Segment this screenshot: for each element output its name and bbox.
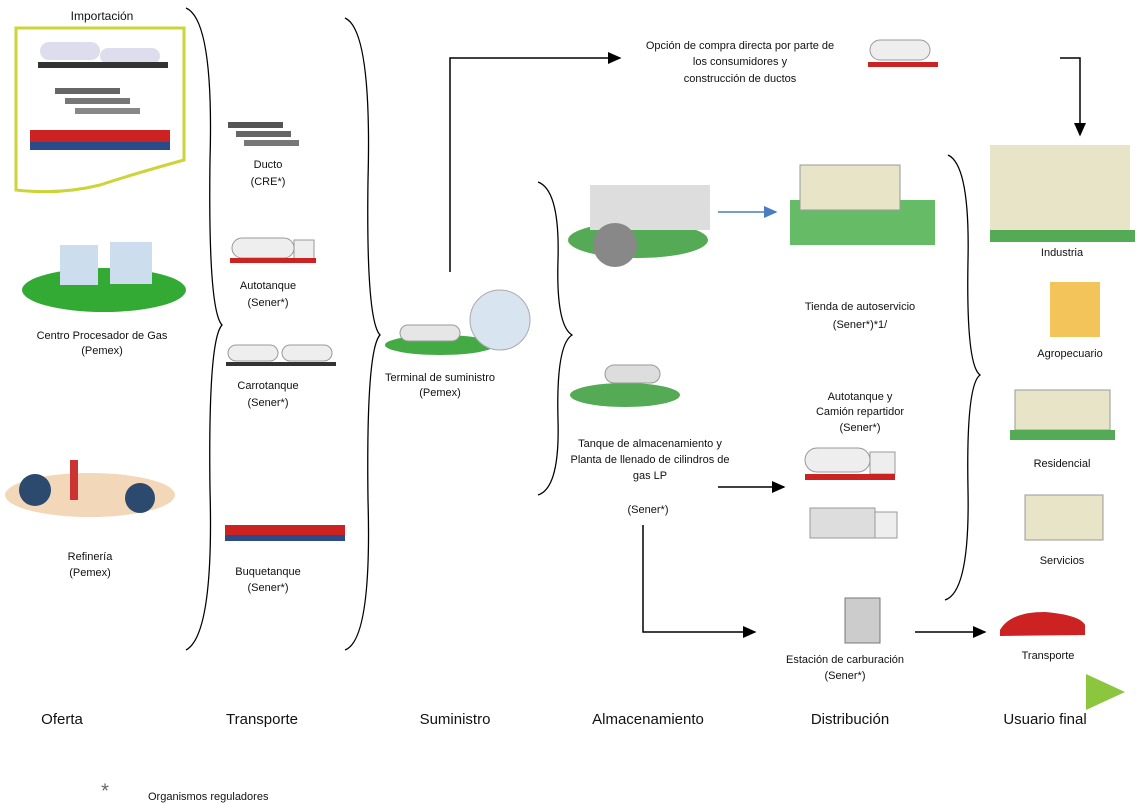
stage-label: Distribución — [811, 711, 889, 728]
node-label: (Sener*) — [248, 397, 289, 409]
node-label: Agropecuario — [1037, 348, 1102, 360]
node-label: (Sener*)*1/ — [833, 319, 888, 331]
node-label: Centro Procesador de Gas — [37, 330, 168, 342]
node-label: Tanque de almacenamiento y — [578, 438, 722, 450]
node-label: Autotanque y — [828, 391, 893, 403]
node-label: Transporte — [1022, 650, 1075, 662]
footnote-symbol: * — [101, 780, 109, 802]
node-label: Refinería — [68, 551, 114, 563]
node-label: (Sener*) — [628, 504, 669, 516]
arrows — [10, 58, 1122, 692]
node-label: Ducto — [254, 159, 283, 171]
node-label: Terminal de suministro — [385, 372, 495, 384]
stage-label: Suministro — [420, 711, 491, 728]
stage-label: Transporte — [226, 711, 298, 728]
node-label: Tienda de autoservicio — [805, 301, 915, 313]
node-label: Estación de carburación — [786, 654, 904, 666]
diagram: Importación Centro Procesador de Gas (Pe… — [0, 0, 1139, 805]
node-label: (Pemex) — [81, 345, 123, 357]
node-label: Servicios — [1040, 555, 1085, 567]
node-label: gas LP — [633, 470, 667, 482]
node-label: los consumidores y — [693, 56, 788, 68]
node-label: Residencial — [1034, 458, 1091, 470]
node-label: (Sener*) — [840, 422, 881, 434]
node-label: Planta de llenado de cilindros de — [570, 454, 729, 466]
node-label: Opción de compra directa por parte de — [646, 40, 834, 52]
node-label: (Sener*) — [248, 582, 289, 594]
node-label: Carrotanque — [237, 380, 298, 392]
node-label: Industria — [1041, 247, 1084, 259]
node-label: construcción de ductos — [684, 73, 797, 85]
stage-label: Oferta — [41, 711, 83, 728]
footnote-text: Organismos reguladores — [148, 791, 269, 803]
node-label: (Pemex) — [419, 387, 461, 399]
stage-label: Almacenamiento — [592, 711, 704, 728]
node-label: (CRE*) — [251, 176, 286, 188]
node-label: Importación — [71, 9, 134, 23]
labels: Importación Centro Procesador de Gas (Pe… — [37, 9, 1103, 682]
node-label: Autotanque — [240, 280, 296, 292]
node-label: (Sener*) — [248, 297, 289, 309]
stage-label: Usuario final — [1003, 711, 1086, 728]
node-label: (Pemex) — [69, 567, 111, 579]
node-label: Camión repartidor — [816, 406, 904, 418]
node-label: Buquetanque — [235, 566, 300, 578]
stages: Oferta Transporte Suministro Almacenamie… — [41, 711, 1087, 728]
node-label: (Sener*) — [825, 670, 866, 682]
